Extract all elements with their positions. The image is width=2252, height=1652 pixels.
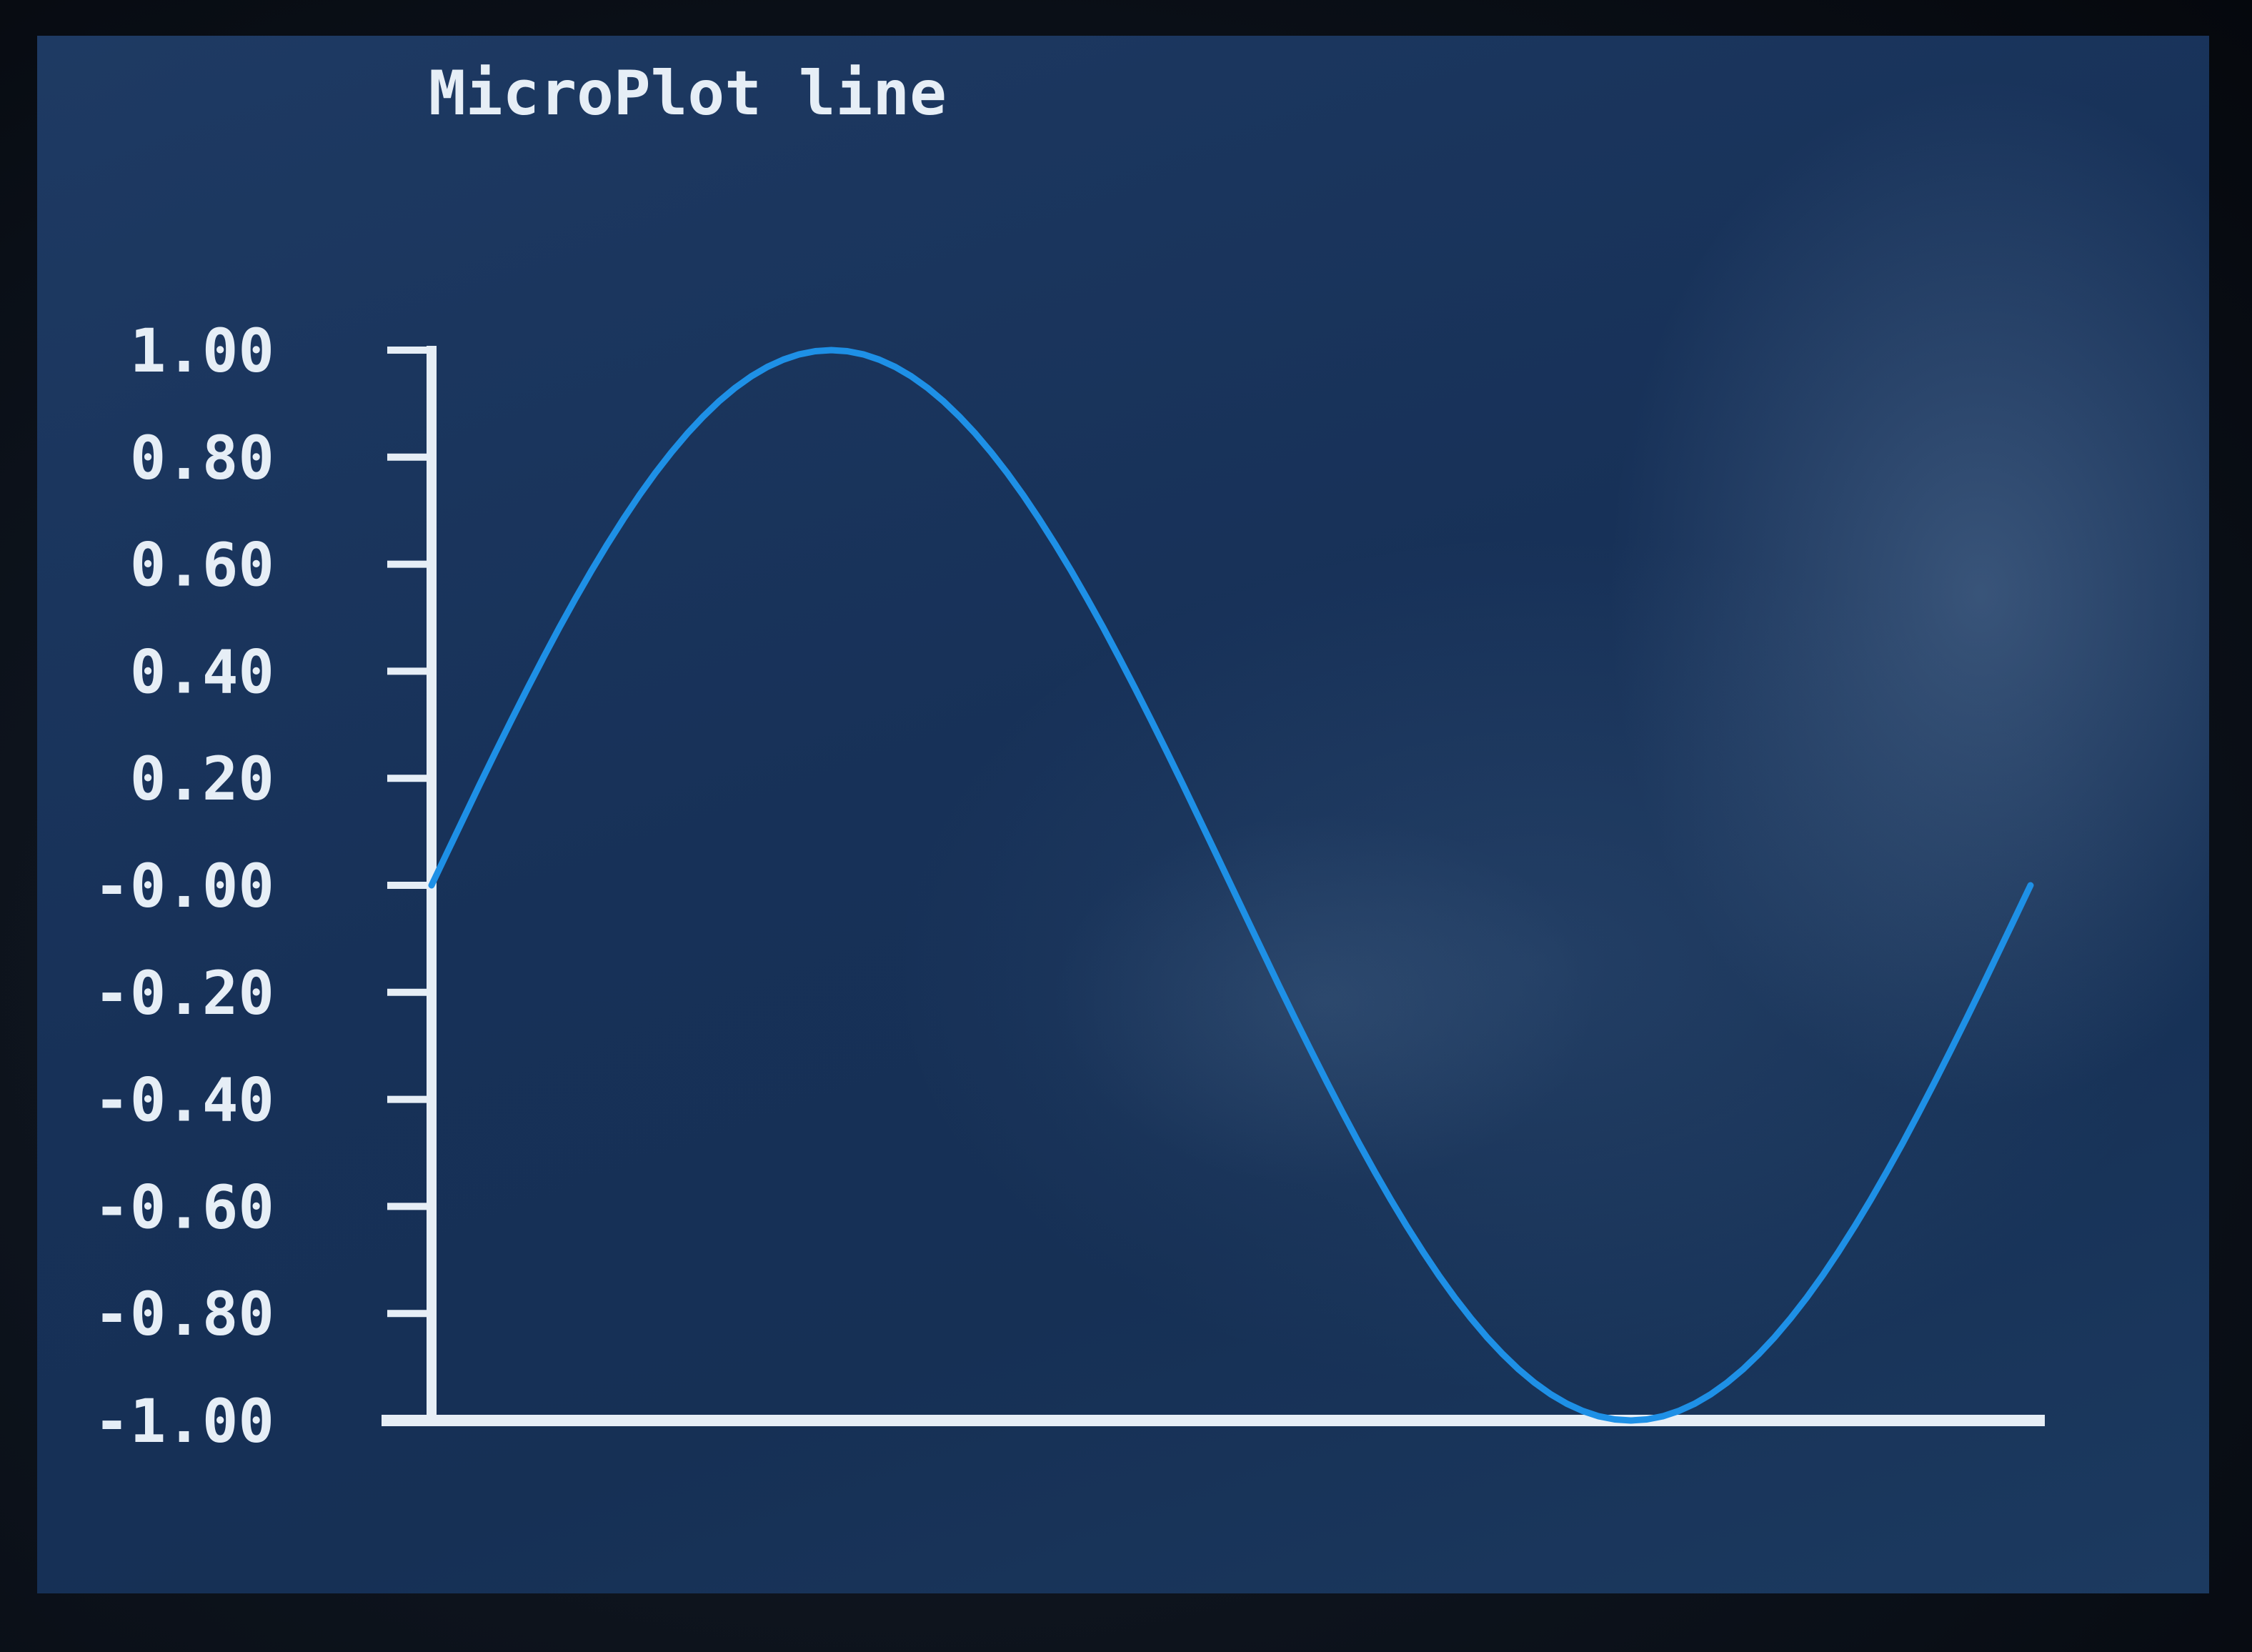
y-axis: 1.00 0.80 0.60 0.40 0.20 -0.00 -0.20 -0.40 -0.60… [94,316,437,1456]
y-tick-label: -0.00 [94,851,274,921]
y-tick-label: 0.60 [130,530,274,600]
y-tick-label: -0.40 [94,1065,274,1135]
y-tick-label: -0.80 [94,1279,274,1349]
y-tick-label: 0.40 [130,637,274,707]
y-tick-label: -0.20 [94,958,274,1028]
y-tick-label: 0.80 [130,423,274,493]
y-tick-label: -1.00 [94,1386,274,1456]
series-line-0 [428,347,2034,1424]
y-tick-label: 1.00 [130,316,274,386]
y-tick-label: -0.60 [94,1172,274,1242]
line-chart: MicroPlot line 1.00 0.80 0.60 0.40 0.20 -0.00… [94,58,2045,1456]
series-group [428,347,2034,1424]
lcd-display: MicroPlot line 1.00 0.80 0.60 0.40 0.20 -0.00… [37,36,2209,1593]
chart-title: MicroPlot line [429,58,947,129]
y-tick-label: 0.20 [130,744,274,814]
